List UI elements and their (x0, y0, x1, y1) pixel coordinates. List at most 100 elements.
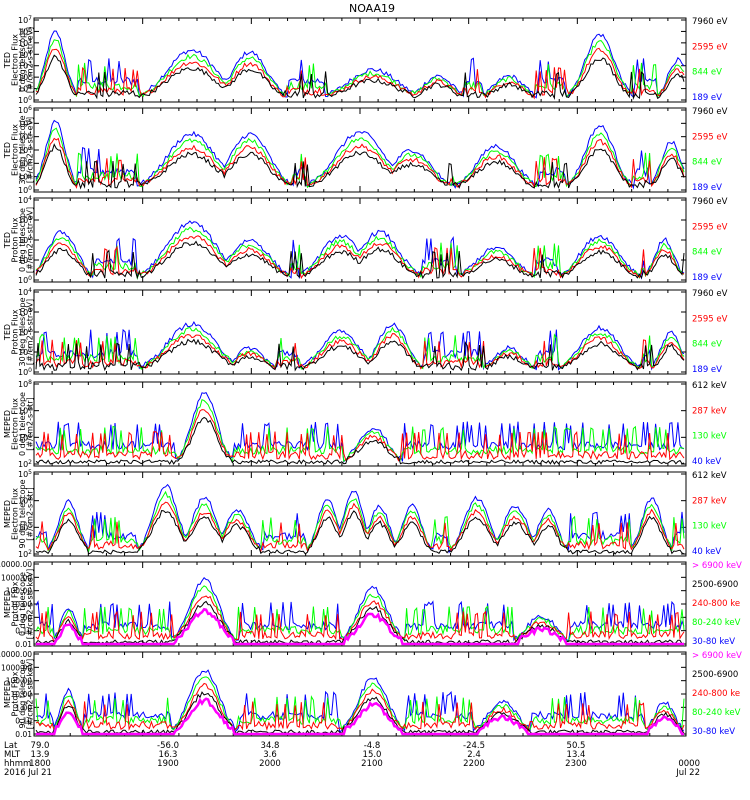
y-tick-label: 103 (18, 307, 32, 317)
footer-value: Jul 22 (675, 768, 700, 778)
footer-value: 0000 (678, 759, 700, 769)
footer-row-label: 2016 (4, 768, 26, 778)
y-tick-label: 0.01 (15, 730, 32, 739)
y-tick-label: 104 (18, 432, 32, 442)
footer-value: 2200 (463, 759, 485, 769)
footer-value: -24.5 (463, 741, 485, 751)
y-tick-label: 102 (18, 549, 32, 559)
footer-value: 50.5 (567, 741, 586, 751)
series-line-black (35, 510, 685, 555)
y-axis-title: [#/cm2-s-str-eV] (26, 299, 35, 365)
series-line-black (35, 143, 685, 190)
y-axis-title: MEPED (3, 680, 12, 708)
y-axis-title: MEPED (3, 410, 12, 438)
y-tick-label: 103 (18, 522, 32, 532)
y-tick-label: 108 (18, 379, 32, 389)
y-axis-title: Proton Flux (11, 309, 20, 354)
y-tick-label: 102 (18, 235, 32, 245)
y-tick-label: 100.00 (6, 587, 32, 596)
legend-entry: > 6900 keV (692, 651, 742, 661)
y-tick-label: 105 (18, 469, 32, 479)
y-tick-label: 0.10 (15, 627, 32, 636)
footer-value: 15.0 (363, 750, 382, 760)
y-axis-title: 90 deg telescope (18, 479, 27, 548)
series-line-magenta (36, 607, 684, 646)
footer-value: 2000 (259, 759, 281, 769)
series-line-blue (35, 320, 685, 371)
series-line-green (35, 676, 685, 731)
legend-entry: 2500-6900 (692, 670, 738, 680)
y-axis-title: Electron Flux (11, 124, 20, 176)
legend-entry: 130 keV (692, 522, 727, 532)
y-tick-label: 1.00 (15, 703, 32, 712)
legend-entry: 7960 eV (692, 107, 728, 117)
y-axis-title: MEPED (3, 500, 12, 528)
series-line-black (35, 416, 685, 465)
y-axis-title: 0 deg telescope (18, 208, 27, 272)
panel-7: 0.01 0.10 1.00 10.00 100.00 1000.00 10000.00 ME… (0, 560, 742, 649)
y-tick-label: 106 (18, 105, 32, 115)
legend-entry: 7960 eV (692, 17, 728, 27)
footer-row-label: Lat (4, 741, 18, 751)
y-axis-title: TED (3, 52, 12, 69)
legend-entry: 612 keV (692, 381, 727, 391)
series-line-green (35, 226, 685, 281)
footer-value: 34.8 (261, 741, 280, 751)
y-tick-label: 100.00 (6, 677, 32, 686)
y-tick-label: 10000.00 (0, 650, 32, 659)
y-tick-label: 10.00 (11, 600, 33, 609)
y-axis-title: 90 deg telescope (18, 659, 27, 728)
y-tick-label: 105 (18, 38, 32, 48)
y-tick-label: 100 (18, 95, 32, 105)
y-axis-title: 0 deg telescope (18, 28, 27, 92)
y-axis-title: 0 deg telescope (18, 572, 27, 636)
y-tick-label: 102 (18, 158, 32, 168)
y-axis-title: 30 deg telescope (18, 115, 27, 184)
footer-value: 2.4 (467, 750, 481, 760)
legend-entry: 189 eV (692, 93, 722, 103)
footer-row-label: MLT (4, 750, 21, 760)
y-tick-label: 100 (18, 185, 32, 195)
series-line-green (35, 399, 685, 464)
legend-entry: 844 eV (692, 340, 722, 350)
y-tick-label: 103 (18, 61, 32, 71)
y-tick-label: 102 (18, 72, 32, 82)
y-axis-title: Electron Flux (11, 34, 20, 86)
y-tick-label: 102 (18, 459, 32, 469)
series-line-magenta (36, 697, 684, 736)
y-tick-label: 100 (18, 367, 32, 377)
series-line-blue (35, 119, 685, 190)
y-axis-title: [#/cm2-s-str] (26, 487, 35, 540)
footer-value: -4.8 (364, 741, 381, 751)
y-axis-title: [#/cm2-s-str] (26, 397, 35, 450)
y-axis-title: MEPED (3, 590, 12, 618)
footer-value: 13.9 (31, 750, 50, 760)
legend-entry: 189 eV (692, 365, 722, 375)
y-tick-label: 101 (18, 255, 32, 265)
footer-value: 2100 (361, 759, 383, 769)
legend-entry: 2595 eV (692, 222, 728, 232)
legend-entry: 240-800 ke (692, 599, 740, 609)
legend-entry: 2595 eV (692, 314, 728, 324)
y-tick-label: 101 (18, 84, 32, 94)
legend-entry: 189 eV (692, 183, 722, 193)
legend-entry: 287 keV (692, 496, 727, 506)
legend-entry: 80-240 keV (692, 708, 741, 718)
y-axis-title: [#/cm2-s-str-keV] (26, 659, 35, 730)
y-axis-title: [#/cm2-s-str-eV] (26, 27, 35, 93)
legend-entry: 844 eV (692, 158, 722, 168)
y-tick-label: 1000.00 (1, 663, 32, 672)
series-line-red (35, 409, 685, 462)
series-line-green (35, 490, 685, 553)
footer-value: 1800 (29, 759, 51, 769)
legend-entry: 130 keV (692, 432, 727, 442)
y-tick-label: 1000.00 (1, 573, 32, 582)
footer-value: 16.3 (159, 750, 178, 760)
series-line-black (35, 338, 685, 372)
y-tick-label: 10.00 (11, 690, 33, 699)
y-tick-label: 101 (18, 347, 32, 357)
y-axis-title: [#/cm2-s-str-keV] (26, 569, 35, 640)
